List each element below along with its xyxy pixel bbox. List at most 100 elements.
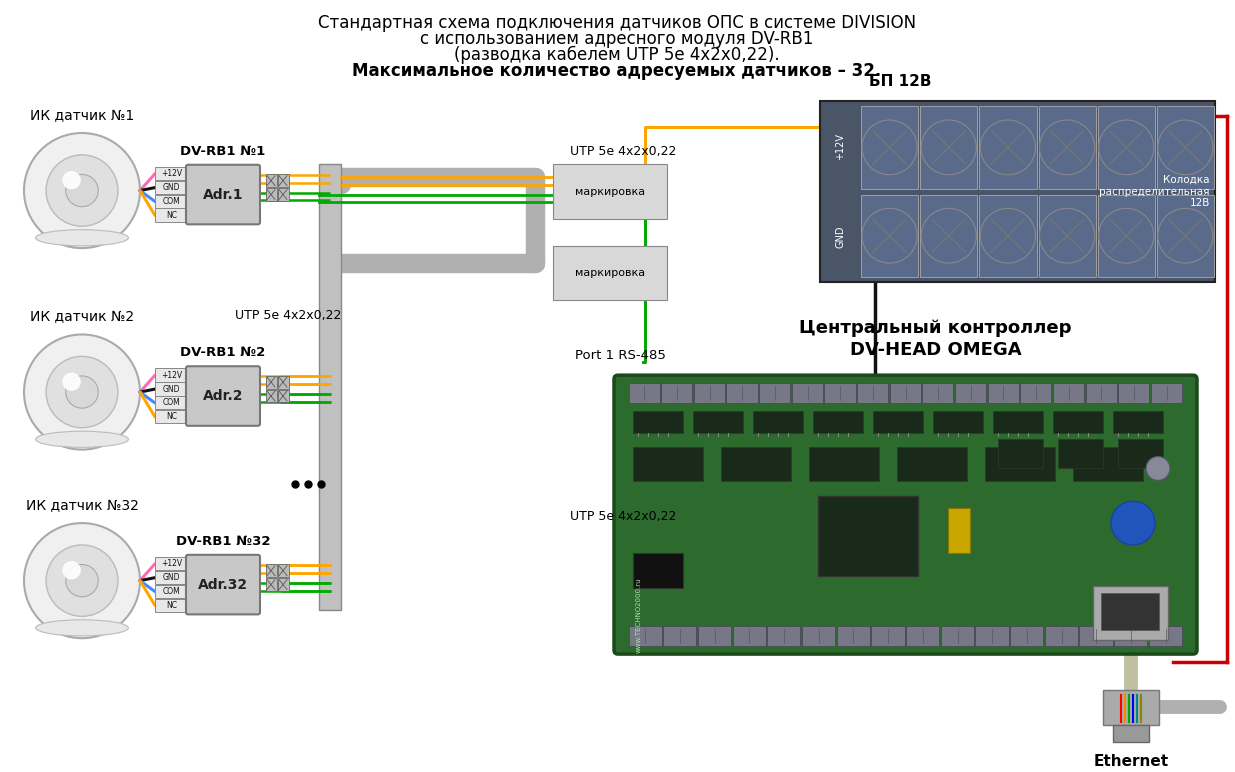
Bar <box>897 447 967 482</box>
Bar <box>278 578 289 591</box>
Text: Ethernet: Ethernet <box>1093 754 1168 770</box>
Bar <box>278 174 289 187</box>
Bar <box>634 553 683 587</box>
Bar <box>1118 438 1163 469</box>
Bar <box>1157 107 1214 188</box>
Bar <box>156 208 188 222</box>
Bar <box>698 626 731 646</box>
Bar <box>802 626 835 646</box>
Text: COM: COM <box>163 197 180 206</box>
Bar <box>1098 107 1155 188</box>
Text: с использованием адресного модуля DV-RB1: с использованием адресного модуля DV-RB1 <box>420 30 814 48</box>
Text: Adr.32: Adr.32 <box>198 577 248 591</box>
Bar <box>156 181 188 194</box>
Text: GND: GND <box>163 573 180 582</box>
Bar <box>941 626 974 646</box>
Bar <box>1045 626 1078 646</box>
Bar <box>629 383 659 403</box>
Bar <box>1149 626 1182 646</box>
Bar <box>319 164 341 611</box>
Bar <box>156 410 188 423</box>
Circle shape <box>1112 501 1155 545</box>
Bar <box>820 101 1215 282</box>
Bar <box>156 195 188 208</box>
Text: DV-RB1 №1: DV-RB1 №1 <box>180 145 266 157</box>
Bar <box>872 626 904 646</box>
Bar <box>1039 107 1095 188</box>
Text: NC: NC <box>165 211 177 220</box>
Text: БП 12В: БП 12В <box>868 74 931 90</box>
Bar <box>955 383 986 403</box>
Text: (разводка кабелем UTP 5е 4х2х0,22).: (разводка кабелем UTP 5е 4х2х0,22). <box>454 46 779 64</box>
Bar <box>1086 383 1116 403</box>
Ellipse shape <box>36 432 128 447</box>
Bar <box>661 383 693 403</box>
Text: ИК датчик №32: ИК датчик №32 <box>26 499 138 513</box>
Bar <box>948 508 969 553</box>
Text: COM: COM <box>163 398 180 408</box>
Bar <box>1157 195 1214 277</box>
Bar <box>1151 383 1182 403</box>
Bar <box>278 390 289 402</box>
Bar <box>836 626 869 646</box>
Bar <box>1103 690 1158 725</box>
Circle shape <box>65 376 99 408</box>
Text: COM: COM <box>163 587 180 596</box>
Circle shape <box>62 171 80 189</box>
Bar <box>906 626 939 646</box>
Ellipse shape <box>23 385 140 405</box>
Bar <box>920 195 977 277</box>
Bar <box>818 496 918 576</box>
Ellipse shape <box>23 184 140 204</box>
Bar <box>1073 447 1144 482</box>
Bar <box>156 557 188 571</box>
Text: +12V: +12V <box>161 559 182 568</box>
Bar <box>861 107 918 188</box>
Bar <box>156 396 188 409</box>
Bar <box>979 195 1036 277</box>
Bar <box>156 584 188 598</box>
FancyBboxPatch shape <box>186 555 261 615</box>
Bar <box>809 447 879 482</box>
Text: NC: NC <box>165 601 177 610</box>
Circle shape <box>46 357 119 428</box>
Bar <box>1098 195 1155 277</box>
Circle shape <box>23 334 140 449</box>
Text: DV-RB1 №2: DV-RB1 №2 <box>180 347 266 359</box>
Bar <box>988 383 1019 403</box>
Bar <box>979 107 1036 188</box>
Text: DV-HEAD OMEGA: DV-HEAD OMEGA <box>850 341 1021 359</box>
Bar <box>1053 383 1084 403</box>
Circle shape <box>62 372 80 391</box>
Bar <box>825 383 856 403</box>
Circle shape <box>62 561 80 580</box>
Bar <box>266 578 277 591</box>
Circle shape <box>23 133 140 248</box>
Text: маркировка: маркировка <box>576 187 645 197</box>
Text: UTP 5е 4х2х0,22: UTP 5е 4х2х0,22 <box>571 145 677 158</box>
Bar <box>1010 626 1044 646</box>
FancyBboxPatch shape <box>186 366 261 426</box>
Bar <box>721 447 790 482</box>
Text: UTP 5е 4х2х0,22: UTP 5е 4х2х0,22 <box>235 309 341 322</box>
Bar <box>932 411 983 433</box>
Bar <box>663 626 697 646</box>
Bar <box>156 598 188 612</box>
Bar <box>861 195 918 277</box>
Bar <box>986 447 1055 482</box>
Ellipse shape <box>23 574 140 594</box>
Bar <box>1079 626 1113 646</box>
Bar <box>889 383 921 403</box>
Bar <box>732 626 766 646</box>
Text: www.TECHNO2000.ru: www.TECHNO2000.ru <box>636 577 642 653</box>
Text: GND: GND <box>163 183 180 192</box>
Bar <box>1113 411 1163 433</box>
Circle shape <box>46 155 119 226</box>
Bar <box>156 382 188 395</box>
Bar <box>920 107 977 188</box>
FancyBboxPatch shape <box>614 375 1197 654</box>
Circle shape <box>65 174 99 207</box>
Text: Центральный контроллер: Центральный контроллер <box>799 320 1072 337</box>
Text: Стандартная схема подключения датчиков ОПС в системе DIVISION: Стандартная схема подключения датчиков О… <box>317 14 916 32</box>
Bar <box>998 438 1044 469</box>
